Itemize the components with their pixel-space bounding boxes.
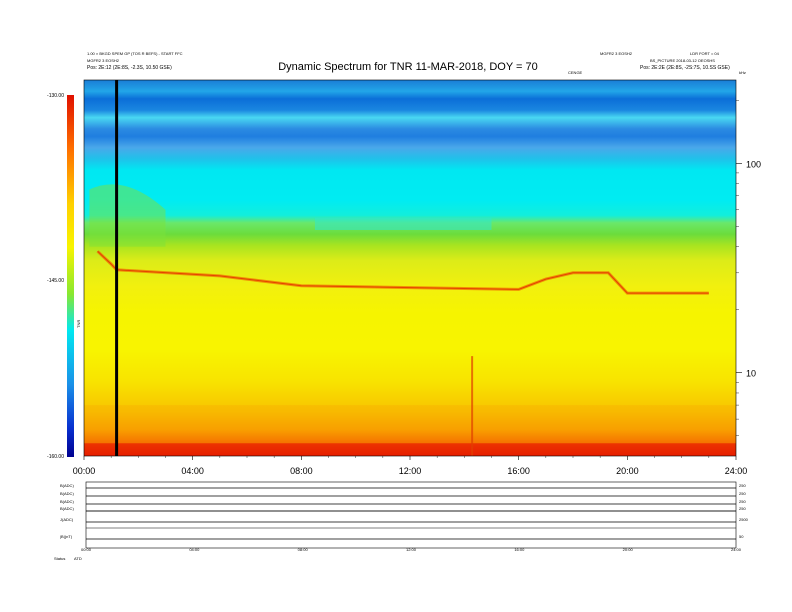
x-tick-label: 20:00: [616, 466, 639, 476]
panel-label: B(ADC): [60, 491, 74, 496]
header-right-line-1: MGFR2 3 EOSH2: [600, 51, 633, 56]
colorbar-tick-bottom: -160.00: [47, 454, 64, 460]
panel-label: B(ADC): [60, 499, 74, 504]
panel-x-tick: 04:00: [189, 547, 200, 552]
panel-right-tick: 250: [739, 491, 746, 496]
cyan-dip-region: [314, 217, 492, 231]
header-center: CENGE: [568, 70, 583, 75]
panel-x-tick: 16:00: [514, 547, 525, 552]
y-axis: 100 10: [736, 100, 761, 436]
header-right-line-3: BS_PICTURE 2018-03-12 OEOSHS: [650, 58, 715, 63]
x-tick-label: 24:00: [725, 466, 748, 476]
impulsive-streak: [471, 356, 474, 456]
panel-right-tick: 250: [739, 506, 746, 511]
x-tick-label: 00:00: [73, 466, 96, 476]
colorbar: [67, 95, 74, 457]
panel-right-tick: 2500: [739, 517, 749, 522]
green-bump: [89, 184, 166, 247]
lower-panels: B(ADC) 250 B(ADC) 250 B(ADC) 250 B(ADC) 250 J(AD…: [60, 481, 749, 552]
x-tick-label: 16:00: [507, 466, 530, 476]
panels-frame: [85, 481, 737, 549]
footer-label: Status: [54, 556, 65, 561]
x-axis: 00:00 04:00 08:00 12:00 16:00 20:00 24:00: [73, 456, 748, 476]
y-tick-label: 10: [746, 369, 756, 379]
panel-label: J(ADC): [60, 517, 74, 522]
panel-x-tick: 20:00: [623, 547, 634, 552]
panel-x-tick: 24:00: [731, 547, 742, 552]
panel-right-tick: 250: [739, 483, 746, 488]
colorbar-tick-top: -130.00: [47, 93, 64, 99]
x-tick-label: 08:00: [290, 466, 313, 476]
colorbar-label: TNR: [76, 320, 81, 328]
panel-label: B(ADC): [60, 483, 74, 488]
panel-right-tick: 50: [739, 534, 744, 539]
panel-label: |B|(nT): [60, 534, 73, 539]
x-tick-label: 04:00: [181, 466, 204, 476]
red-edge: [84, 443, 736, 456]
chart-title: Dynamic Spectrum for TNR 11-MAR-2018, DO…: [278, 61, 538, 73]
panel-x-tick: 08:00: [298, 547, 309, 552]
panel-x-tick: 12:00: [406, 547, 417, 552]
footer-value: ATD: [74, 556, 82, 561]
panel-x-tick: 00:00: [81, 547, 92, 552]
y-tick-label: 100: [746, 159, 761, 169]
x-tick-label: 12:00: [399, 466, 422, 476]
colorbar-tick-mid: -145.00: [47, 278, 64, 284]
y-axis-unit: kHz: [739, 70, 746, 75]
emission-trace-core: [97, 250, 709, 294]
low-freq-shading: [84, 405, 736, 444]
spectrogram: [84, 80, 736, 456]
header-left-line-2: MGFR2 3 EOSH2: [87, 58, 120, 63]
panel-label: B(ADC): [60, 506, 74, 511]
header-right-line-2: LDR FORT = 04: [690, 51, 720, 56]
header-left-line-3: Pos: 2E:12 (2E:8S, -2.3S, 10.50 GSE): [87, 65, 172, 71]
header-right-line-4: Pos: 2E:2E (2E:8S, -2S:7S, 10.SS GSE): [640, 65, 730, 71]
panel-right-tick: 250: [739, 499, 746, 504]
header-left-line-1: 1.00 × BKGD SPEM GP (TOS R BEFS) - START…: [87, 51, 183, 56]
